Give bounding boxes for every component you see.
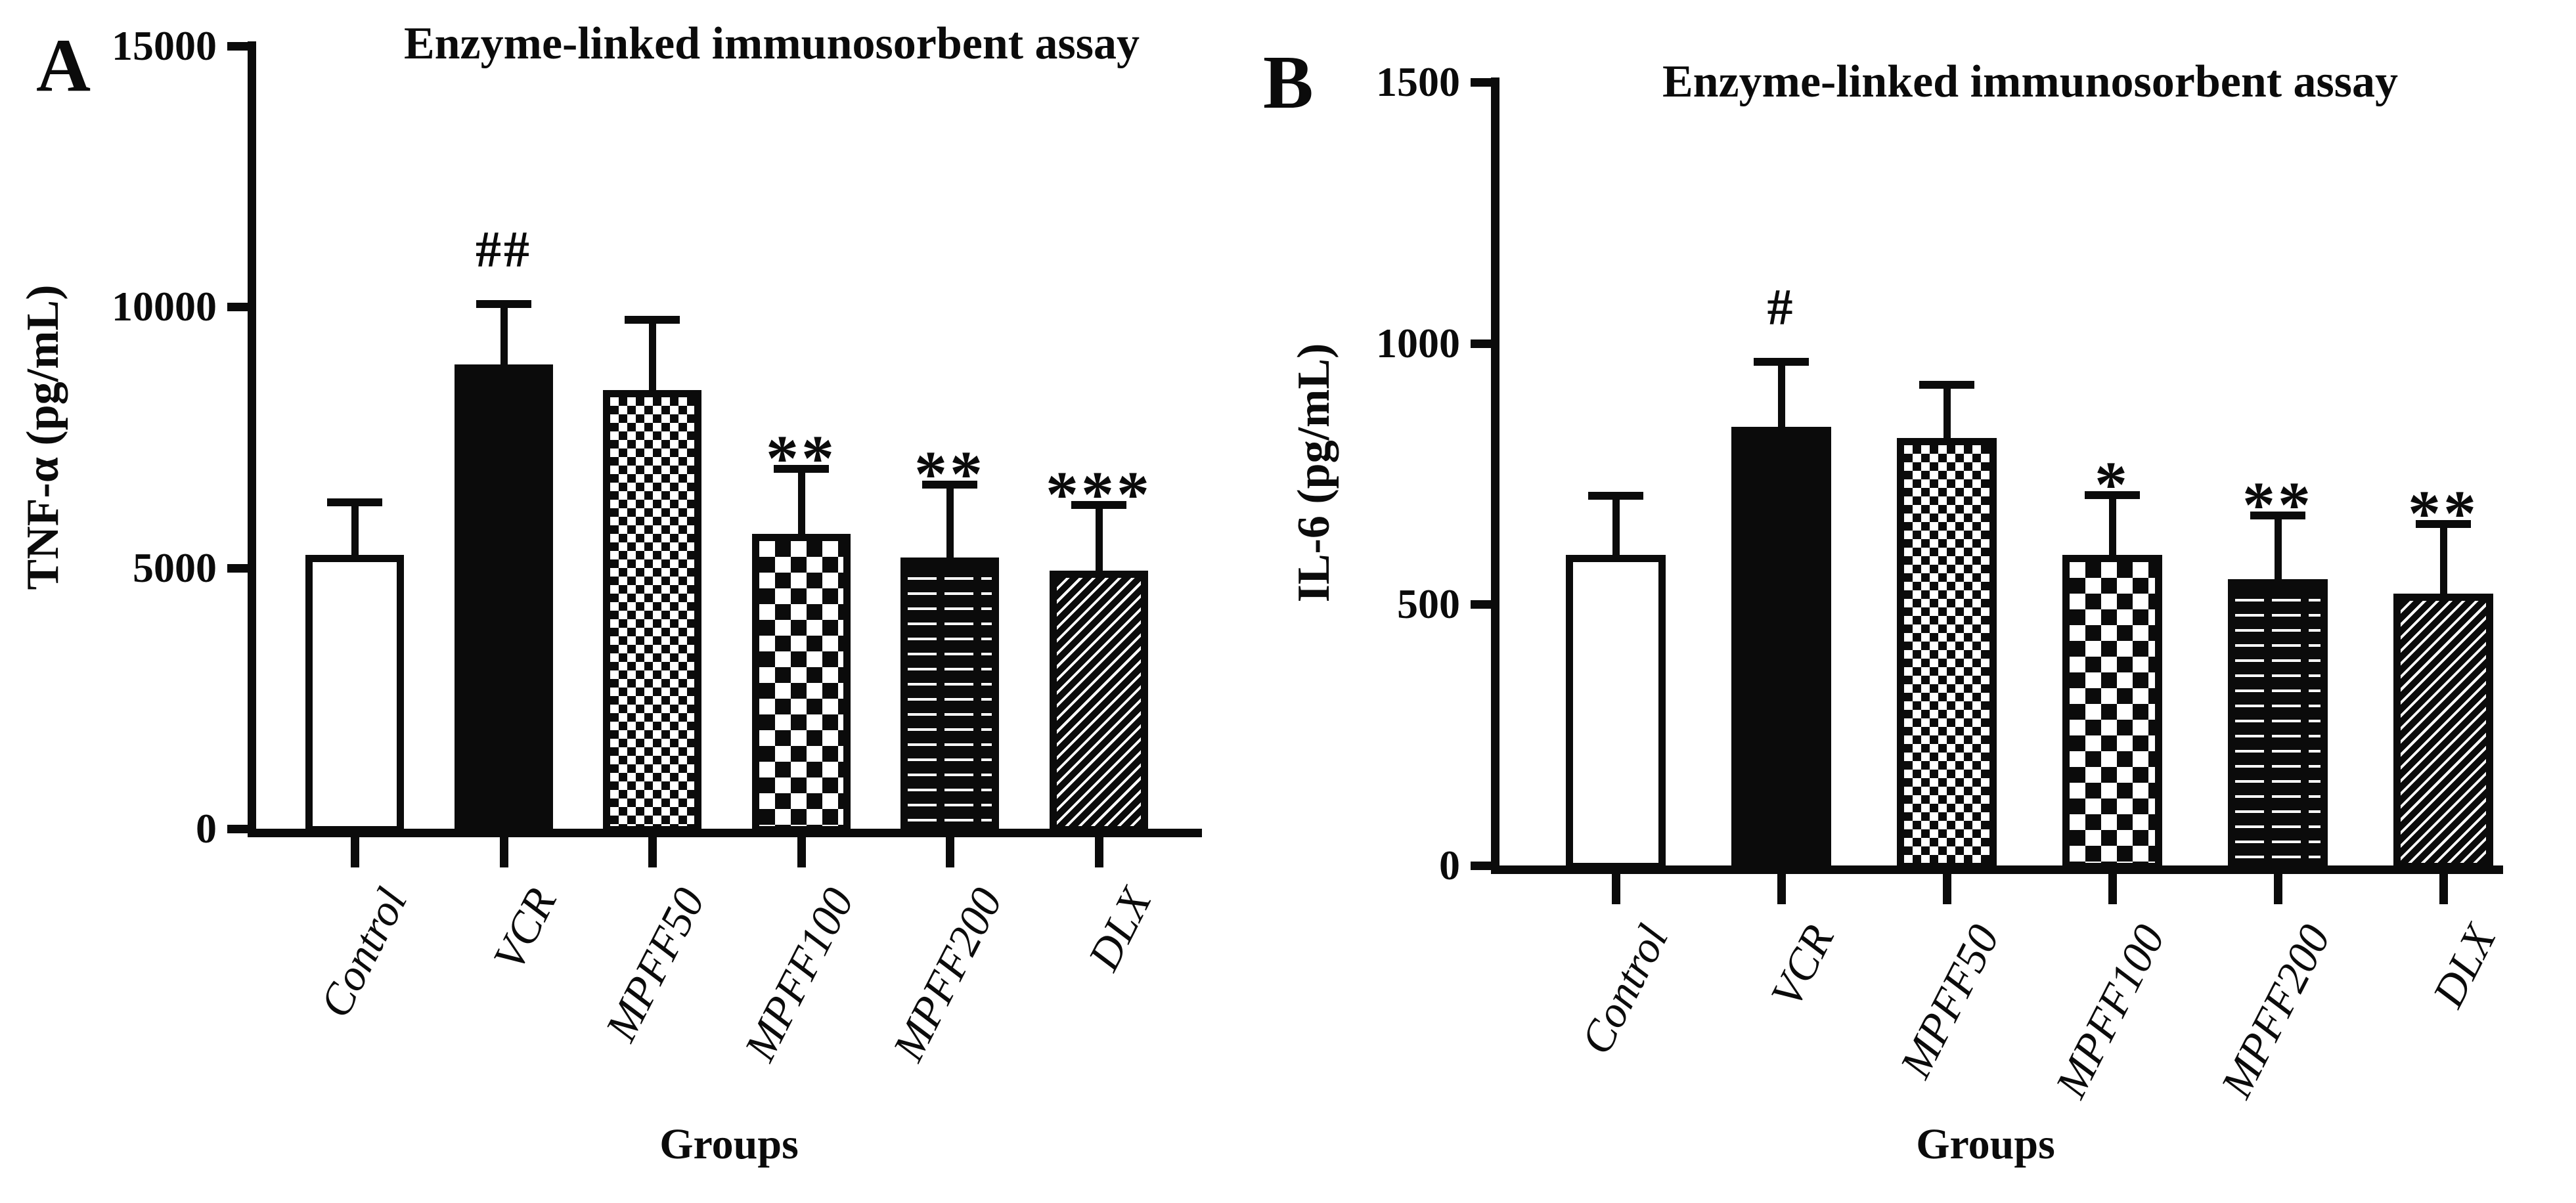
- error-bar-cap: [2085, 491, 2140, 500]
- x-tick-label-mpff100: MPFF100: [734, 880, 864, 1069]
- y-tick-mark: [227, 42, 248, 51]
- bar-dlx: [1050, 570, 1148, 833]
- x-axis-line: [1491, 865, 2503, 874]
- x-tick-label-mpff100: MPFF100: [2045, 917, 2175, 1106]
- x-tick-label-vcr: VCR: [483, 880, 566, 978]
- y-tick-mark: [1471, 600, 1491, 609]
- y-tick-mark: [227, 825, 248, 833]
- x-tick-mark: [2108, 874, 2117, 904]
- x-tick-label-dlx: DLX: [2422, 917, 2506, 1015]
- error-bar-cap: [476, 300, 531, 309]
- error-bar-cap: [1754, 357, 1809, 366]
- error-bar-stem: [500, 304, 508, 368]
- error-bar-stem: [1943, 385, 1951, 443]
- panel-b: B Enzyme-linked immunosorbent assay IL-6…: [1263, 0, 2576, 1203]
- y-tick-mark: [1471, 78, 1491, 87]
- x-tick-label-dlx: DLX: [1078, 880, 1161, 978]
- bar-vcr: [1731, 426, 1831, 870]
- y-axis-line: [1491, 77, 1499, 874]
- y-tick-label: 500: [1397, 580, 1460, 628]
- y-tick-mark: [1471, 862, 1491, 870]
- error-bar-stem: [946, 484, 954, 561]
- x-tick-label-mpff200: MPFF200: [882, 880, 1012, 1069]
- bar-vcr: [455, 364, 553, 833]
- x-tick-mark: [1943, 874, 1951, 904]
- x-tick-mark: [1095, 837, 1103, 867]
- error-bar-stem: [2440, 523, 2447, 598]
- y-tick-label: 0: [196, 805, 217, 852]
- panel-b-letter: B: [1263, 41, 1314, 124]
- bar-mpff100: [2062, 554, 2162, 870]
- x-tick-label-mpff200: MPFF200: [2210, 917, 2340, 1106]
- x-tick-label-control: Control: [1570, 917, 1678, 1062]
- error-bar-cap: [625, 316, 680, 324]
- x-tick-mark: [500, 837, 508, 867]
- significance-mpff200: **: [2242, 468, 2313, 542]
- significance-mpff100: **: [766, 421, 837, 494]
- y-tick-label: 15000: [112, 22, 217, 69]
- x-tick-mark: [648, 837, 657, 867]
- significance-vcr: #: [1767, 278, 1796, 336]
- error-bar-stem: [351, 502, 359, 559]
- error-bar-stem: [1096, 505, 1103, 575]
- panel-b-x-axis-title: Groups: [1916, 1120, 2055, 1168]
- bar-control: [305, 554, 404, 833]
- panel-a-title: Enzyme-linked immunosorbent assay: [403, 18, 1140, 69]
- bar-mpff50: [1897, 438, 1997, 870]
- x-axis-line: [248, 829, 1202, 837]
- x-tick-label-mpff50: MPFF50: [1890, 917, 2009, 1085]
- x-tick-mark: [797, 837, 806, 867]
- error-bar-cap: [1919, 381, 1974, 389]
- y-axis-line: [248, 41, 256, 837]
- bar-mpff100: [752, 534, 851, 833]
- error-bar-stem: [2275, 515, 2282, 584]
- y-tick-mark: [1471, 339, 1491, 348]
- x-tick-mark: [2439, 874, 2448, 904]
- significance-dlx: ***: [1046, 458, 1152, 531]
- bar-mpff200: [900, 557, 999, 833]
- panel-a-x-axis-title: Groups: [659, 1120, 799, 1168]
- bar-control: [1566, 554, 1666, 870]
- error-bar-cap: [1588, 491, 1643, 500]
- error-bar-cap: [774, 464, 829, 473]
- panel-b-title: Enzyme-linked immunosorbent assay: [1662, 56, 2399, 107]
- panel-a: A Enzyme-linked immunosorbent assay TNF-…: [18, 18, 1202, 1168]
- y-tick-mark: [227, 563, 248, 573]
- error-bar-stem: [649, 320, 656, 395]
- error-bar-cap: [327, 498, 382, 507]
- error-bar-stem: [1778, 361, 1785, 431]
- x-tick-label-control: Control: [309, 880, 417, 1025]
- panel-b-y-axis-title: IL-6 (pg/mL): [1289, 343, 1339, 603]
- error-bar-cap: [2416, 519, 2471, 528]
- error-bar-cap: [1071, 501, 1126, 510]
- y-tick-label: 5000: [133, 544, 217, 591]
- panel-a-letter: A: [36, 24, 91, 107]
- y-tick-label: 1000: [1376, 319, 1460, 366]
- bar-mpff50: [603, 390, 701, 833]
- significance-mpff200: **: [914, 437, 985, 510]
- bar-mpff200: [2228, 579, 2328, 870]
- x-tick-mark: [2274, 874, 2282, 904]
- bar-dlx: [2393, 594, 2493, 870]
- y-tick-mark: [227, 303, 248, 312]
- error-bar-stem: [2109, 495, 2116, 559]
- y-tick-label: 0: [1439, 842, 1460, 888]
- error-bar-cap: [2250, 512, 2305, 520]
- significance-mpff100: *: [2095, 448, 2130, 521]
- y-tick-label: 10000: [112, 283, 217, 330]
- significance-dlx: **: [2408, 476, 2479, 550]
- x-tick-mark: [1612, 874, 1620, 904]
- significance-vcr: ##: [476, 221, 532, 278]
- x-tick-mark: [1777, 874, 1786, 904]
- x-tick-mark: [946, 837, 954, 867]
- x-tick-label-mpff50: MPFF50: [595, 880, 715, 1049]
- y-tick-label: 1500: [1376, 58, 1460, 105]
- x-tick-mark: [351, 837, 359, 867]
- error-bar-stem: [1612, 495, 1620, 559]
- error-bar-stem: [798, 468, 805, 538]
- error-bar-cap: [922, 480, 977, 489]
- x-tick-label-vcr: VCR: [1760, 917, 1844, 1015]
